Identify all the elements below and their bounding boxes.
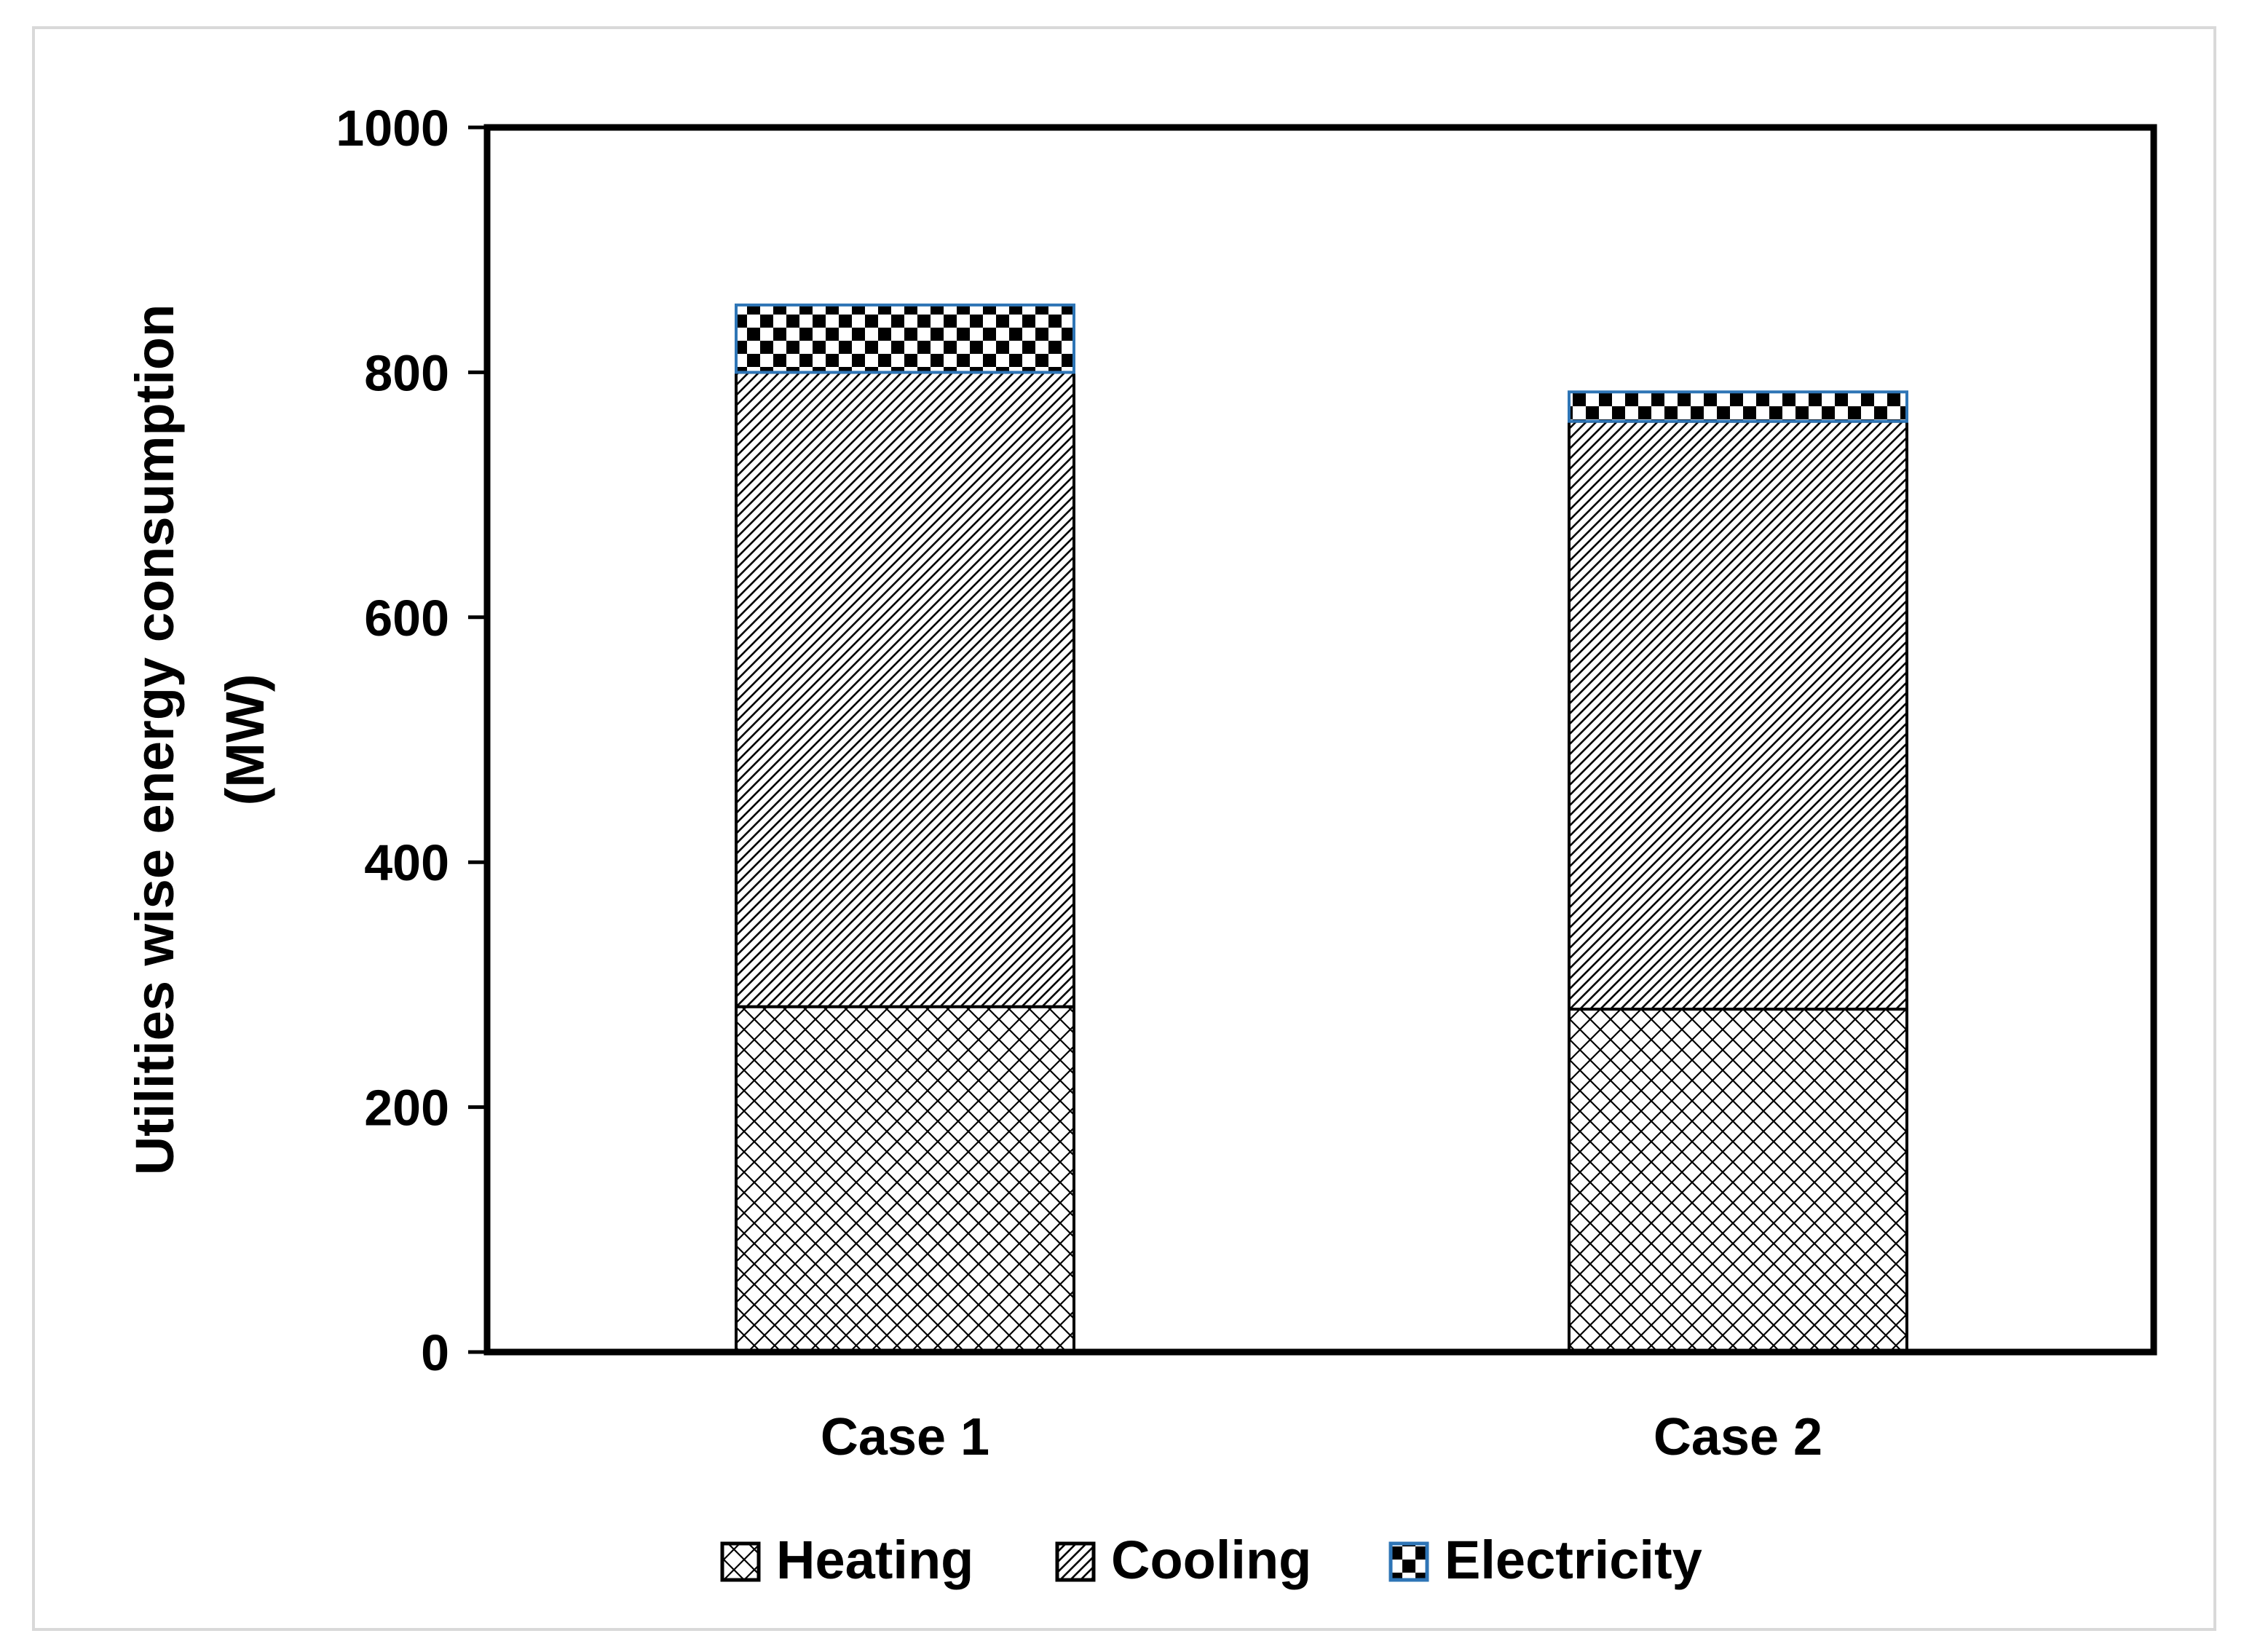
legend-label-heating: Heating bbox=[776, 1530, 973, 1590]
legend-swatch-heating bbox=[720, 1541, 761, 1582]
y-tick-label: 0 bbox=[421, 1324, 449, 1381]
y-tick-label: 1000 bbox=[336, 100, 449, 157]
x-tick-label: Case 2 bbox=[1654, 1408, 1822, 1466]
legend-swatch-electricity bbox=[1388, 1541, 1429, 1582]
legend-label-electricity: Electricity bbox=[1445, 1530, 1702, 1590]
y-tick-label: 400 bbox=[364, 834, 449, 891]
y-axis-title-line-2: (MW) bbox=[215, 674, 275, 806]
legend: Heating Cooling Electricity bbox=[720, 1530, 1702, 1590]
y-axis: 0 200 400 600 800 1000 bbox=[336, 100, 487, 1381]
bar-segment-heating-case-2 bbox=[1568, 1008, 1908, 1354]
bar-segment-cooling-case-2 bbox=[1568, 419, 1908, 1011]
x-axis: Case 1 Case 2 bbox=[821, 1408, 1822, 1466]
plot-area-frame bbox=[483, 124, 2157, 1356]
bar-segment-electricity-case-1 bbox=[735, 303, 1075, 374]
x-tick-label: Case 1 bbox=[821, 1408, 989, 1466]
y-axis-title-line-1: Utilities wise energy consumption bbox=[125, 304, 185, 1176]
y-tick-label: 200 bbox=[364, 1080, 449, 1137]
legend-label-cooling: Cooling bbox=[1111, 1530, 1311, 1590]
y-tick-label: 800 bbox=[364, 344, 449, 401]
legend-swatch-cooling bbox=[1055, 1541, 1096, 1582]
bar-segment-cooling-case-1 bbox=[735, 371, 1075, 1008]
bars-layer bbox=[735, 303, 1908, 1354]
bar-segment-electricity-case-2 bbox=[1568, 390, 1908, 423]
y-tick-label: 600 bbox=[364, 590, 449, 647]
bar-segment-heating-case-1 bbox=[735, 1005, 1075, 1354]
